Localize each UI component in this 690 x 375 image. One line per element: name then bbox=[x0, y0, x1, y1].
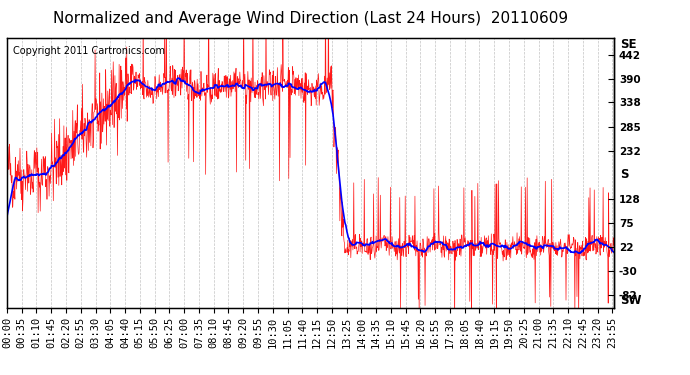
Text: SW: SW bbox=[620, 294, 642, 307]
Text: Normalized and Average Wind Direction (Last 24 Hours)  20110609: Normalized and Average Wind Direction (L… bbox=[53, 11, 568, 26]
Text: Copyright 2011 Cartronics.com: Copyright 2011 Cartronics.com bbox=[13, 46, 165, 56]
Text: SE: SE bbox=[620, 38, 637, 51]
Text: S: S bbox=[620, 168, 629, 181]
